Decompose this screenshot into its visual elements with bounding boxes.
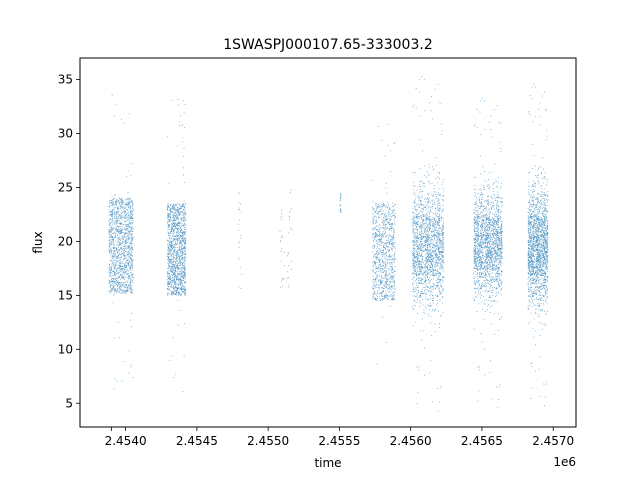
x-axis-label: time	[314, 456, 341, 470]
x-tick-label: 2.4550	[247, 434, 289, 448]
y-tick-label: 10	[58, 342, 73, 356]
x-axis-offset-label: 1e6	[553, 455, 576, 469]
y-axis-ticks: 5 10 15 20 25 30 35	[58, 73, 80, 410]
x-tick-label: 2.4545	[176, 434, 218, 448]
plot-area-frame	[79, 57, 577, 428]
chart-title: 1SWASPJ000107.65-333003.2	[223, 37, 432, 53]
x-tick-label: 2.4555	[318, 434, 360, 448]
data-points	[108, 76, 549, 412]
y-tick-label: 35	[58, 73, 73, 87]
x-tick-label: 2.4570	[532, 434, 574, 448]
x-axis-ticks: 2.4540 2.4545 2.4550 2.4555 2.4560 2.4565 2.45…	[105, 427, 574, 448]
y-axis-label: flux	[31, 231, 45, 253]
x-tick-label: 2.4565	[461, 434, 503, 448]
y-tick-label: 15	[58, 288, 73, 302]
y-tick-label: 30	[58, 127, 73, 141]
y-tick-label: 25	[58, 180, 73, 194]
y-tick-label: 20	[58, 234, 73, 248]
x-tick-label: 2.4540	[105, 434, 147, 448]
x-tick-label: 2.4560	[390, 434, 432, 448]
flux-points	[108, 76, 549, 412]
y-tick-label: 5	[65, 396, 73, 410]
